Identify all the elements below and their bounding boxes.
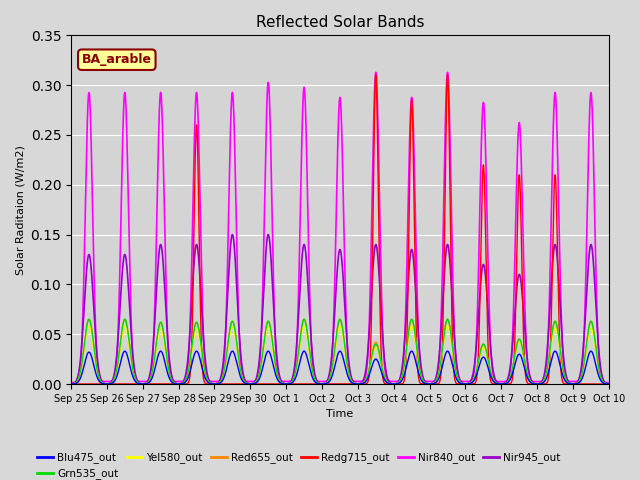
X-axis label: Time: Time	[326, 409, 353, 419]
Title: Reflected Solar Bands: Reflected Solar Bands	[256, 15, 424, 30]
Text: BA_arable: BA_arable	[82, 53, 152, 66]
Y-axis label: Solar Raditaion (W/m2): Solar Raditaion (W/m2)	[15, 145, 25, 275]
Legend: Blu475_out, Grn535_out, Yel580_out, Red655_out, Redg715_out, Nir840_out, Nir945_: Blu475_out, Grn535_out, Yel580_out, Red6…	[33, 448, 564, 480]
